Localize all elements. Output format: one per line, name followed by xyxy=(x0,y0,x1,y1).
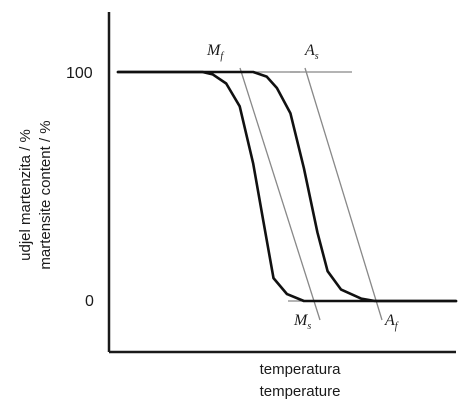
annotation-as-main: A xyxy=(304,42,315,59)
annotation-as: As xyxy=(304,42,319,62)
y-axis-title-line-2: martensite content / % xyxy=(37,120,54,269)
y-tick-label-100: 100 xyxy=(66,65,93,82)
annotation-mf-sub: f xyxy=(220,51,224,62)
series-line-cooling xyxy=(116,70,458,303)
curves-group xyxy=(116,70,458,303)
x-axis-title-line-1: temperatura xyxy=(260,361,342,378)
annotation-ms-main: M xyxy=(293,312,309,329)
y-axis-title-line-1: udjel martenzita / % xyxy=(17,129,34,261)
y-axis-title: udjel martenzita / % martensite content … xyxy=(17,120,54,269)
annotation-as-sub: s xyxy=(315,51,319,62)
annotation-af: Af xyxy=(384,312,399,332)
x-axis-title-line-2: temperature xyxy=(260,383,341,400)
annotation-mf: Mf xyxy=(206,42,224,62)
annotation-af-sub: f xyxy=(395,321,399,332)
annotation-ms: Ms xyxy=(293,312,311,332)
annotation-af-main: A xyxy=(384,312,395,329)
tangent-line-heating-slope xyxy=(304,67,383,321)
tangent-line-cooling-slope xyxy=(239,67,321,321)
annotation-mf-main: M xyxy=(206,42,222,59)
series-line-heating xyxy=(116,70,458,303)
annotation-ms-sub: s xyxy=(307,321,311,332)
y-tick-label-0: 0 xyxy=(85,293,94,310)
